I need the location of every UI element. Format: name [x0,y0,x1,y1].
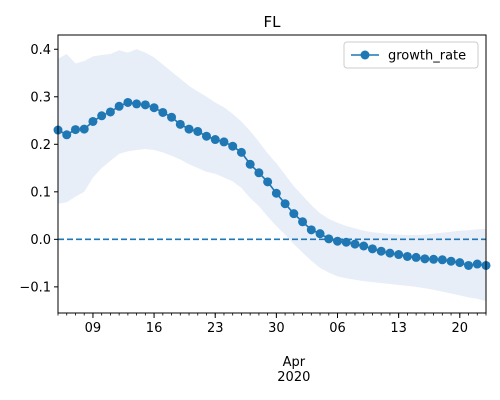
data-point [464,260,474,270]
data-point [263,177,273,187]
data-point [149,103,159,113]
data-point [97,111,107,121]
data-point [105,107,115,117]
y-tick-label: 0.3 [30,90,51,105]
confidence-band [58,49,486,302]
x-tick-label: 06 [329,321,346,336]
data-point [114,101,124,111]
data-point [289,209,299,219]
series-layer [53,97,491,270]
data-point [210,135,220,145]
data-point [350,239,360,249]
data-point [455,258,465,268]
data-point [333,236,343,246]
x-tick-label: 30 [268,321,285,336]
y-tick-label: 0.4 [30,43,51,58]
data-point [280,199,290,209]
data-point [175,119,185,129]
data-point [298,217,308,227]
data-point [420,254,430,264]
data-point [429,254,439,264]
x-month-label: Apr [283,355,306,370]
data-point [271,188,281,198]
data-point [219,137,229,147]
data-point [123,97,133,107]
data-point [140,100,150,110]
legend-marker [360,50,370,60]
data-point [367,244,377,254]
data-point [359,241,369,251]
data-point [236,147,246,157]
data-point [437,255,447,265]
data-point [184,124,194,134]
data-point [385,248,395,258]
confidence-band-layer [58,49,486,302]
data-point [324,234,334,244]
chart-title: FL [264,13,282,31]
y-tick-label: 0.1 [30,185,51,200]
legend-label: growth_rate [388,49,466,64]
data-point [446,256,456,266]
y-tick-label: 0.0 [30,233,51,248]
data-point [245,159,255,169]
legend-box [343,41,479,69]
data-point [472,259,482,269]
data-point [79,124,89,134]
data-point [158,107,168,117]
x-tick-label: 13 [390,321,407,336]
data-point [193,126,203,136]
data-point [341,237,351,247]
x-tick-label: 16 [146,321,163,336]
data-point [70,125,80,135]
data-point [315,229,325,239]
data-point [394,250,404,260]
data-point [376,246,386,256]
data-point [411,252,421,262]
y-tick-label: 0.2 [30,138,51,153]
y-tick-label: −0.1 [19,280,51,295]
data-point [402,251,412,261]
data-point [132,99,142,109]
data-point [228,141,238,151]
x-tick-label: 20 [452,321,469,336]
data-point [88,116,98,126]
data-point [167,112,177,122]
data-point [201,131,211,141]
x-tick-label: 23 [207,321,224,336]
data-point [306,225,316,235]
legend: growth_rate [343,41,479,69]
x-tick-label: 09 [85,321,102,336]
data-point [254,168,264,178]
plot-frame [57,34,487,314]
x-year-label: 2020 [277,370,310,385]
data-point [62,130,72,140]
